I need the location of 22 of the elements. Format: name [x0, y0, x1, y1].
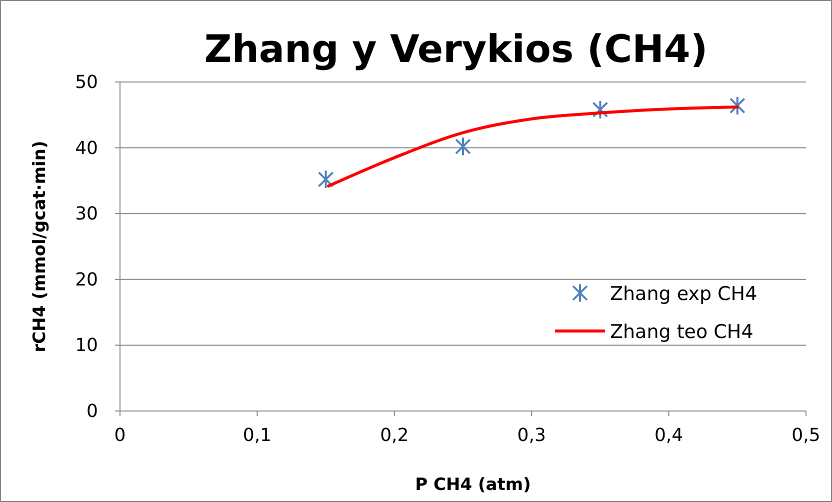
point [455, 136, 471, 156]
line-series [327, 106, 739, 188]
y-tick-label: 40 [75, 138, 98, 159]
legend-label: Zhang exp CH4 [610, 283, 758, 305]
legend-label: Zhang teo CH4 [610, 321, 754, 343]
chart-title: Zhang y Verykios (CH4) [204, 27, 708, 71]
point [592, 100, 608, 120]
y-axis-title: rCH4 (mmol/gcat·min) [30, 140, 50, 352]
y-tick-label: 50 [75, 72, 98, 93]
x-tick-label: 0,4 [654, 425, 684, 446]
y-tick-label: 0 [86, 401, 98, 422]
x-tick-label: 0,2 [380, 425, 409, 446]
y-tick-label: 10 [75, 335, 98, 356]
point [729, 96, 746, 116]
y-tick-label: 30 [75, 204, 98, 225]
point [318, 170, 334, 190]
x-tick-label: 0 [114, 425, 126, 446]
x-tick-label: 0,5 [792, 425, 820, 446]
x-axis-title: P CH4 (atm) [415, 475, 531, 495]
x-tick-label: 0,1 [242, 425, 272, 446]
y-tick-label: 20 [75, 269, 98, 290]
x-tick-label: 0,3 [517, 425, 546, 446]
